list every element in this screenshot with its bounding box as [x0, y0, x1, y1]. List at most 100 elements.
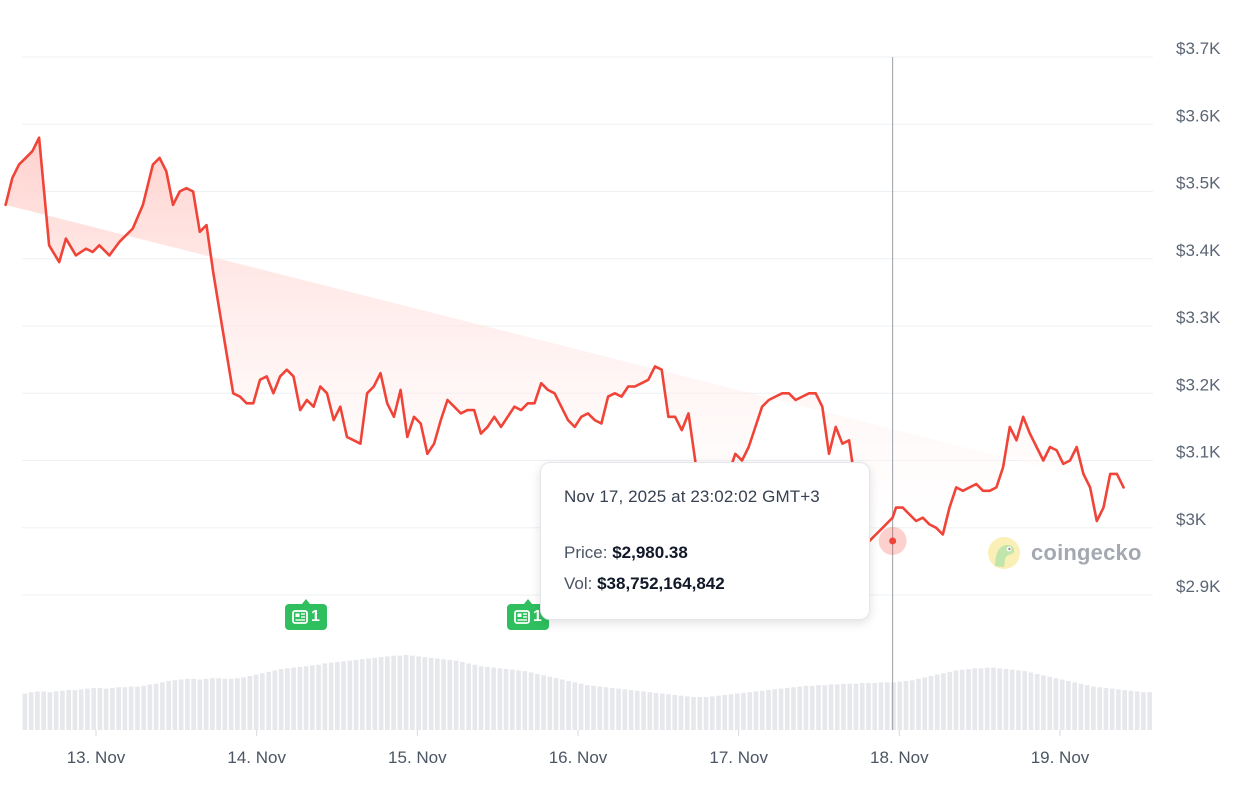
volume-bar — [972, 668, 978, 730]
volume-bar — [110, 687, 115, 730]
volume-bar — [641, 691, 646, 730]
volume-bar — [966, 669, 971, 730]
volume-bar — [497, 668, 503, 730]
volume-bar — [572, 682, 578, 730]
volume-bar — [360, 659, 365, 730]
volume-bar — [203, 678, 209, 730]
volume-bar — [1097, 687, 1103, 730]
volume-bar — [578, 683, 584, 730]
volume-bar — [422, 657, 428, 730]
price-area-fill — [5, 137, 1124, 542]
volume-bar — [847, 683, 853, 730]
volume-bar — [1053, 678, 1059, 730]
volume-bar — [884, 682, 890, 730]
volume-bar — [341, 661, 346, 730]
volume-bar — [734, 693, 740, 730]
volume-bar — [628, 690, 634, 730]
y-tick-label: $3.5K — [1176, 174, 1221, 193]
volume-bar — [816, 685, 821, 730]
y-tick-label: $3.3K — [1176, 308, 1221, 327]
volume-bar — [928, 676, 934, 730]
volume-bar — [991, 667, 996, 730]
volume-bar — [872, 683, 878, 730]
volume-bar — [478, 666, 484, 730]
x-tick-label: 18. Nov — [870, 748, 929, 767]
volume-bar — [228, 678, 234, 730]
price-series-line[interactable] — [4, 136, 1125, 543]
y-axis: $2.9K $3K $3.1K $3.2K $3.3K $3.4K $3.5K $3.6K $3… — [1176, 39, 1221, 596]
volume-bar — [78, 689, 84, 730]
volume-bar — [622, 689, 628, 730]
volume-bar — [934, 674, 940, 730]
volume-bar — [235, 678, 240, 730]
volume-bar — [616, 688, 621, 730]
volume-bar — [1141, 692, 1146, 730]
volume-bar — [897, 681, 903, 730]
news-badge[interactable]: 1 — [285, 599, 327, 630]
volume-bar — [553, 678, 559, 730]
news-badge-count: 1 — [311, 608, 320, 625]
volume-bar — [666, 694, 671, 730]
x-tick-label: 13. Nov — [67, 748, 126, 767]
volume-bar — [1103, 687, 1109, 730]
newspaper-icon — [514, 610, 530, 624]
volume-bar — [172, 680, 178, 730]
price-line[interactable] — [4, 136, 1125, 543]
volume-bar — [522, 671, 528, 730]
y-tick-label: $3.1K — [1176, 443, 1221, 462]
volume-bar — [153, 683, 159, 730]
volume-bar — [322, 663, 328, 730]
volume-bar — [647, 692, 653, 730]
volume-bar — [303, 666, 309, 730]
volume-bar — [1078, 683, 1084, 730]
volume-bar — [403, 655, 409, 730]
volume-bar — [997, 668, 1003, 730]
volume-bar — [385, 656, 390, 730]
volume-bar — [260, 673, 265, 730]
volume-bar — [41, 691, 46, 730]
volume-bar — [878, 682, 884, 730]
volume-bar — [697, 697, 703, 730]
volume-bar — [759, 690, 765, 730]
tooltip-volume-label: Vol: — [564, 574, 593, 593]
y-tick-label: $2.9K — [1176, 577, 1221, 596]
volume-bar — [47, 692, 53, 730]
volume-bar — [266, 671, 271, 730]
volume-bar — [347, 660, 353, 730]
volume-bar — [397, 655, 403, 730]
volume-bar — [722, 694, 728, 730]
volume-bar — [491, 667, 496, 730]
volume-bar — [22, 693, 28, 730]
volume-bar — [672, 694, 678, 730]
tooltip-price-value: $2,980.38 — [612, 543, 688, 562]
volume-bar — [1034, 673, 1040, 730]
volume-bar — [1016, 670, 1021, 730]
volume-bar — [941, 673, 946, 730]
volume-bar — [85, 688, 90, 730]
volume-bar — [903, 680, 909, 730]
volume-bar — [1128, 690, 1134, 730]
volume-bar — [1003, 669, 1009, 730]
volume-bar — [185, 678, 190, 730]
volume-bar — [678, 695, 684, 730]
volume-bar — [809, 685, 815, 730]
volume-bar — [472, 664, 478, 730]
volume-bar — [53, 691, 59, 730]
volume-bar — [141, 685, 146, 730]
volume-bar — [591, 685, 596, 730]
tooltip-date: Nov 17, 2025 at 23:02:02 GMT+3 — [564, 487, 820, 506]
volume-bar — [609, 687, 615, 730]
volume-bar — [891, 682, 896, 730]
volume-bar — [709, 696, 715, 730]
volume-bar — [922, 677, 928, 730]
volume-bar — [547, 676, 553, 730]
volume-bar — [953, 670, 959, 730]
volume-bar — [410, 655, 415, 730]
volume-bar — [653, 692, 659, 730]
volume-bar — [909, 680, 915, 730]
volume-bar — [1047, 676, 1053, 730]
x-axis: 13. Nov 14. Nov 15. Nov 16. Nov 17. Nov 18. N… — [67, 730, 1090, 767]
volume-bar — [866, 683, 871, 730]
